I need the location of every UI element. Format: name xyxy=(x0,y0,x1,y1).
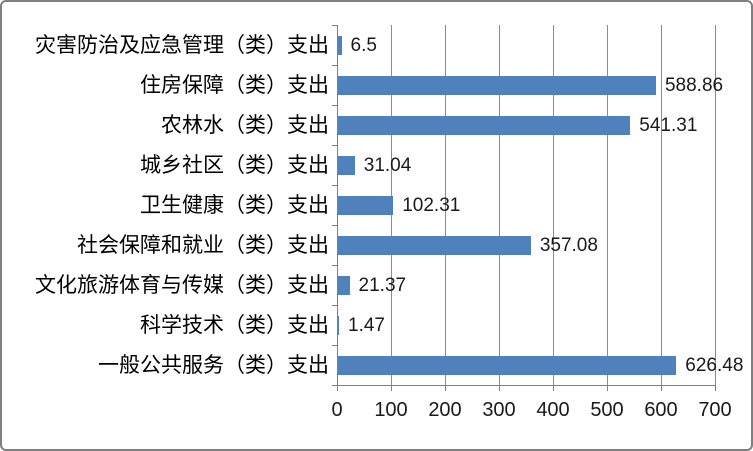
bar xyxy=(338,195,394,215)
bar xyxy=(338,75,656,95)
value-label: 102.31 xyxy=(402,194,461,216)
gridline-x-500 xyxy=(607,25,608,385)
value-axis-tick xyxy=(607,386,608,391)
value-label: 541.31 xyxy=(639,114,698,136)
x-tick-label: 700 xyxy=(698,399,732,421)
bar xyxy=(338,235,531,255)
value-label: 626.48 xyxy=(685,354,744,376)
category-axis-tick xyxy=(332,345,337,346)
value-axis-tick xyxy=(715,386,716,391)
bar xyxy=(338,275,350,295)
bar-row: 357.08 xyxy=(338,225,751,265)
x-tick-label: 500 xyxy=(590,399,624,421)
category-axis-tick xyxy=(332,185,337,186)
category-axis-tick xyxy=(332,225,337,226)
category-label: 一般公共服务（类）支出 xyxy=(98,353,329,377)
bar xyxy=(338,115,631,135)
bar xyxy=(338,35,342,55)
bar-row: 21.37 xyxy=(338,265,751,305)
x-tick-label: 200 xyxy=(428,399,462,421)
value-axis-tick xyxy=(337,386,338,391)
category-axis-tick xyxy=(332,305,337,306)
value-axis-tick xyxy=(661,386,662,391)
category-label: 文化旅游体育与传媒（类）支出 xyxy=(35,273,329,297)
category-label: 农林水（类）支出 xyxy=(161,113,329,137)
x-tick-label: 400 xyxy=(536,399,570,421)
bar xyxy=(338,155,355,175)
value-axis-tick xyxy=(553,386,554,391)
value-label: 31.04 xyxy=(363,154,412,176)
category-axis-tick xyxy=(332,145,337,146)
gridline-x-600 xyxy=(661,25,662,385)
bar-row: 31.04 xyxy=(338,145,751,185)
category-label: 灾害防治及应急管理（类）支出 xyxy=(35,33,329,57)
x-tick-label: 300 xyxy=(482,399,516,421)
bar-row: 626.48 xyxy=(338,345,751,385)
gridline-x-200 xyxy=(445,25,446,385)
category-axis-tick xyxy=(332,385,337,386)
bar-row: 6.5 xyxy=(338,25,751,65)
value-label: 6.5 xyxy=(350,34,377,56)
value-axis-tick xyxy=(445,386,446,391)
x-tick-label: 600 xyxy=(644,399,678,421)
x-tick-label: 100 xyxy=(374,399,408,421)
value-axis-tick xyxy=(499,386,500,391)
category-label: 科学技术（类）支出 xyxy=(140,313,329,337)
category-label: 卫生健康（类）支出 xyxy=(140,193,329,217)
value-label: 588.86 xyxy=(664,74,724,96)
category-axis-tick xyxy=(332,65,337,66)
gridline-x-300 xyxy=(499,25,500,385)
value-label: 1.47 xyxy=(348,314,385,336)
value-label: 357.08 xyxy=(539,234,598,256)
value-axis-tick xyxy=(391,386,392,391)
bar-row: 541.31 xyxy=(338,105,751,145)
x-tick-label: 0 xyxy=(331,399,343,421)
category-label: 住房保障（类）支出 xyxy=(140,73,329,97)
category-label: 城乡社区（类）支出 xyxy=(140,153,329,177)
category-label: 社会保障和就业（类）支出 xyxy=(77,233,329,257)
bar xyxy=(338,355,677,375)
category-axis-tick xyxy=(332,105,337,106)
category-axis-tick xyxy=(332,25,337,26)
value-label: 21.37 xyxy=(358,274,407,296)
bar-row: 1.47 xyxy=(338,305,751,345)
gridline-x-700 xyxy=(715,25,716,385)
bar xyxy=(338,315,339,335)
category-axis-labels: 灾害防治及应急管理（类）支出住房保障（类）支出农林水（类）支出城乡社区（类）支出… xyxy=(2,25,329,385)
bar-row: 102.31 xyxy=(338,185,751,225)
gridline-x-400 xyxy=(553,25,554,385)
bar-row: 588.86 xyxy=(338,65,751,105)
category-axis-tick xyxy=(332,265,337,266)
plot-area: 6.5 588.86 541.31 31.04 102.31 357.08 21.37 1.4… xyxy=(337,25,743,386)
